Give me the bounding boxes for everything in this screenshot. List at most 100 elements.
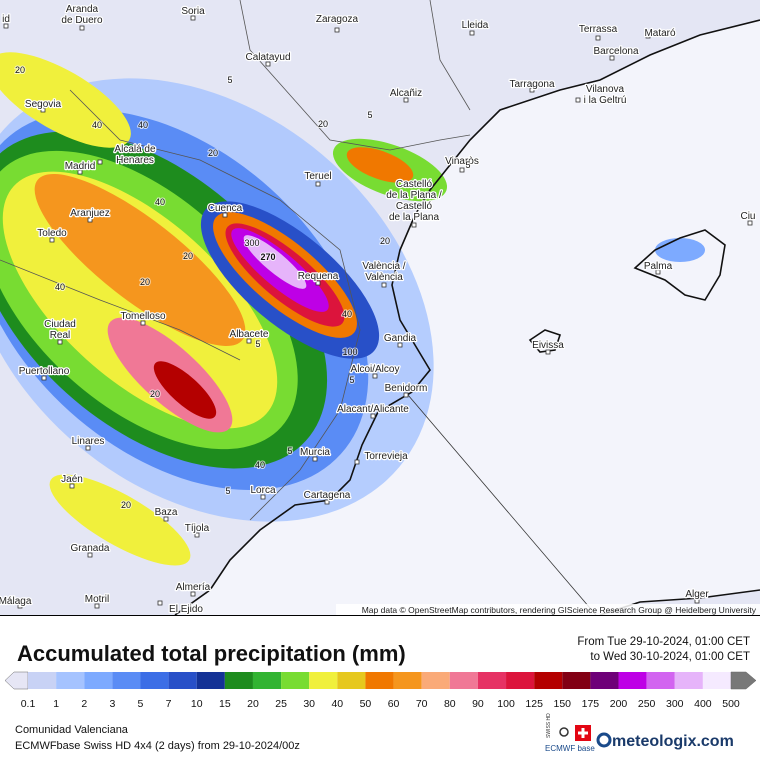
contour-label: 5 <box>465 160 470 170</box>
legend-tip-right <box>730 671 757 690</box>
legend-label: 1 <box>53 698 59 710</box>
city-marker <box>97 159 103 165</box>
city-label: Alcoi/Alcoy <box>351 364 400 375</box>
city-marker <box>77 169 83 175</box>
legend-label: 0.1 <box>21 698 36 710</box>
city-label: Terrassa <box>579 24 618 35</box>
city-marker <box>469 30 475 36</box>
legend-label: 100 <box>497 698 515 710</box>
legend-label: 10 <box>191 698 203 710</box>
legend-swatch <box>309 672 338 689</box>
city-marker <box>87 552 93 558</box>
contour-label: 40 <box>342 309 352 319</box>
contour-label: 300 <box>244 238 259 248</box>
city-marker <box>655 269 661 275</box>
contour-label: 5 <box>349 375 354 385</box>
contour-label: 20 <box>15 65 25 75</box>
city-label: Palma <box>644 261 673 272</box>
legend-swatch <box>224 672 253 689</box>
city-marker <box>354 459 360 465</box>
city-label: Calatayud <box>245 52 290 63</box>
legend-label: 125 <box>525 698 543 710</box>
contour-label: 40 <box>138 120 148 130</box>
legend-label: 200 <box>610 698 628 710</box>
city-label: Albacete <box>230 329 269 340</box>
contour-label: 5 <box>287 446 292 456</box>
city-marker <box>459 167 465 173</box>
city-label: Alger <box>685 589 709 600</box>
city-marker <box>79 25 85 31</box>
city-label: Castelló <box>396 179 433 190</box>
legend-label: 50 <box>360 698 372 710</box>
city-marker <box>222 212 228 218</box>
legend: 0.1 1 2 3 5 7 10 15 20 25 30 40 50 60 70 80 90 100 125 150 1… <box>4 671 757 710</box>
legend-swatch <box>590 672 619 689</box>
legend-swatch <box>140 672 169 689</box>
city-label: València / <box>362 261 405 272</box>
pointer-line <box>407 394 597 615</box>
city-marker <box>85 445 91 451</box>
contour-label: 5 <box>227 75 232 85</box>
city-label: Benidorm <box>385 383 428 394</box>
city-label: Mataró <box>644 28 676 39</box>
city-marker <box>609 55 615 61</box>
city-marker <box>529 87 535 93</box>
city-marker <box>41 375 47 381</box>
city-label: Zaragoza <box>316 14 359 25</box>
city-label: Tíjola <box>185 523 210 534</box>
city-marker <box>403 97 409 103</box>
legend-swatch <box>421 672 450 689</box>
city-marker <box>265 61 271 67</box>
legend-swatch <box>449 672 478 689</box>
city-marker <box>190 15 196 21</box>
legend-label: 2 <box>81 698 87 710</box>
contour-label: 40 <box>255 460 265 470</box>
city-label: Aranda <box>66 4 99 15</box>
contour-label: 20 <box>140 277 150 287</box>
legend-label: 175 <box>582 698 600 710</box>
legend-label: 250 <box>638 698 656 710</box>
legend-swatch <box>646 672 675 689</box>
legend-swatch <box>28 672 57 689</box>
contour-label: 40 <box>92 120 102 130</box>
city-marker <box>57 339 63 345</box>
attribution-bg <box>336 604 760 615</box>
city-label: Cartagena <box>304 490 351 501</box>
city-label: Aranjuez <box>70 208 109 219</box>
legend-label: 500 <box>722 698 740 710</box>
city-label: Puertollano <box>19 366 70 377</box>
city-marker <box>312 456 318 462</box>
search-icon <box>559 727 569 737</box>
swiss-cross <box>578 728 588 738</box>
period-to: to Wed 30-10-2024, 01:00 CET <box>590 651 750 663</box>
city-label: Baza <box>155 507 178 518</box>
city-marker <box>69 483 75 489</box>
legend-label: 90 <box>472 698 484 710</box>
city-label: Málaga <box>0 596 32 607</box>
legend-label: 20 <box>247 698 259 710</box>
contour-label: 20 <box>150 389 160 399</box>
precipitation <box>0 52 705 566</box>
city-marker <box>94 603 100 609</box>
legend-swatch <box>393 672 422 689</box>
city-label: id <box>2 14 10 25</box>
legend-swatch <box>477 672 507 689</box>
city-label: Lleida <box>462 20 489 31</box>
contour-label: 270 <box>260 252 275 262</box>
borders <box>0 0 471 521</box>
city-marker <box>747 220 753 226</box>
city-label: Linares <box>72 436 105 447</box>
city-label: València <box>365 272 403 283</box>
legend-swatch <box>674 672 703 689</box>
legend-label: 300 <box>666 698 684 710</box>
contour-label: 100 <box>342 347 357 357</box>
city-marker <box>260 494 266 500</box>
city-label: Barcelona <box>593 46 638 57</box>
legend-swatch <box>506 672 535 689</box>
city-label: Tomelloso <box>120 311 165 322</box>
city-label: Cuenca <box>208 203 243 214</box>
city-marker <box>17 603 23 609</box>
region: Comunidad Valenciana <box>15 724 129 736</box>
